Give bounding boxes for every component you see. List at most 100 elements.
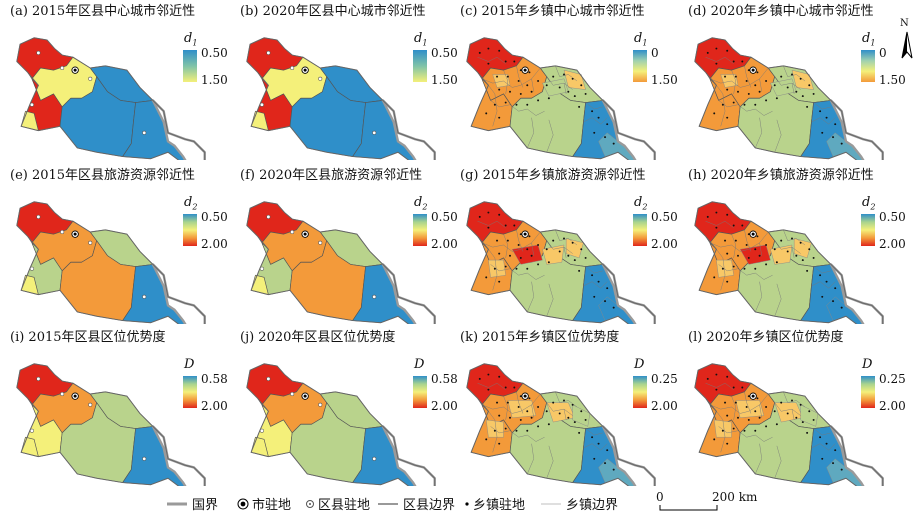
town-seat-dot	[519, 69, 522, 72]
town-seat-dot	[765, 79, 768, 82]
region-outline	[246, 201, 436, 324]
town-seat-dot	[721, 429, 724, 432]
town-seat-dot	[498, 252, 501, 255]
town-border	[481, 231, 541, 252]
town-seat-dot	[765, 263, 768, 266]
county-seat-dot	[29, 428, 34, 433]
county-seat-dot	[259, 428, 264, 433]
town-border	[531, 78, 534, 92]
town-border	[813, 102, 831, 110]
scale-top-value: 0.25	[879, 372, 906, 386]
town-seat-dot	[819, 110, 822, 113]
town-seat-dot	[530, 416, 533, 419]
town-seat-dot	[706, 377, 709, 380]
town-seat-dot	[578, 105, 581, 108]
town-seat-dot	[812, 418, 815, 421]
town-border	[744, 391, 752, 414]
town-seat-dot	[715, 388, 718, 391]
town-border	[516, 391, 524, 414]
town-border	[583, 117, 608, 125]
panel-title: (a) 2015年区县中心城市邻近性	[10, 4, 196, 19]
panel-title: (c) 2015年乡镇中心城市邻近性	[460, 4, 645, 19]
choropleth-map	[694, 363, 884, 486]
town-seat-dot	[526, 84, 529, 87]
scale-top-value: 0.50	[651, 210, 678, 224]
town-seat-dot	[496, 401, 499, 404]
town-seat-dot	[498, 116, 501, 119]
county-seat-dot	[142, 294, 147, 299]
town-seat-dot	[758, 254, 761, 257]
legend-symbol: d2	[634, 195, 648, 212]
town-seat-dot	[775, 423, 778, 426]
region-outline	[466, 363, 656, 486]
town-border	[774, 240, 801, 254]
town-border	[583, 443, 608, 451]
town-region	[511, 244, 543, 265]
scale-top-value: 0.58	[431, 372, 458, 386]
town-seat-dot	[493, 429, 496, 432]
county-seat-dot	[318, 76, 323, 81]
town-seat-dot	[834, 123, 837, 126]
town-border	[791, 409, 795, 420]
choropleth-map	[16, 37, 206, 160]
color-scale-bar	[633, 376, 647, 408]
town-seat-dot	[732, 101, 735, 104]
town-seat-dot	[840, 468, 843, 471]
town-seat-dot	[765, 425, 768, 428]
town-seat-dot	[571, 77, 574, 80]
town-seat-dot	[780, 239, 783, 242]
town-border	[744, 229, 752, 252]
region-outline	[466, 37, 656, 160]
map-panel: (j) 2020年区县区位优势度 D 0.58 2.00	[236, 326, 461, 486]
town-seat-dot	[567, 254, 570, 257]
county-seat-icon	[306, 499, 314, 508]
town-seat-dot	[732, 265, 735, 268]
choropleth-map	[246, 201, 436, 324]
town-seat-dot	[591, 436, 594, 439]
region-outline	[466, 201, 656, 324]
county-seat-dot	[266, 50, 271, 55]
town-seat-dot	[812, 92, 815, 95]
panel-title: (d) 2020年乡镇中心城市邻近性	[688, 4, 874, 19]
county-seat-dot	[88, 76, 93, 81]
region-outline	[694, 37, 884, 160]
scale-top-value: 0.50	[879, 210, 906, 224]
town-seat-dot	[498, 375, 501, 378]
town-seat-dot	[509, 90, 511, 93]
town-seat-dot	[801, 259, 804, 262]
choropleth-map	[694, 37, 884, 160]
town-border	[490, 264, 545, 280]
color-scale-bar	[413, 376, 427, 408]
town-seat-dot	[580, 410, 583, 413]
town-seat-dot	[780, 75, 783, 78]
town-border	[555, 65, 578, 82]
town-seat-dot	[765, 405, 768, 408]
town-seat-dot	[765, 99, 768, 102]
town-seat-dot	[743, 429, 746, 432]
color-scale-bar	[633, 214, 647, 246]
town-seat-dot	[724, 401, 727, 404]
town-seat-dot	[808, 84, 811, 87]
legend-symbol: D	[414, 357, 425, 372]
town-seat-dot	[747, 233, 750, 236]
town-seat-dot	[547, 97, 550, 100]
town-seat-dot	[517, 405, 520, 408]
town-seat-dot	[741, 386, 744, 389]
legend-symbol: d1	[184, 31, 198, 48]
town-seat-dot	[537, 405, 540, 408]
town-border	[759, 242, 762, 256]
scale-bottom-value: 2.00	[431, 237, 458, 251]
scale-top-value: 0.50	[431, 210, 458, 224]
town-border	[791, 247, 795, 258]
panel-title: (k) 2015年乡镇区位优势度	[460, 330, 620, 345]
town-seat-dot	[519, 92, 522, 95]
town-seat-dot	[715, 62, 718, 65]
panel-title: (i) 2015年区县区位优势度	[10, 330, 166, 345]
town-seat-dot	[606, 123, 609, 126]
town-seat-dot	[606, 287, 609, 290]
town-seat-dot	[773, 84, 776, 87]
town-seat-dot	[537, 99, 540, 102]
town-seat-dot	[578, 269, 581, 272]
town-border	[527, 117, 534, 149]
town-seat-dot	[573, 95, 576, 98]
